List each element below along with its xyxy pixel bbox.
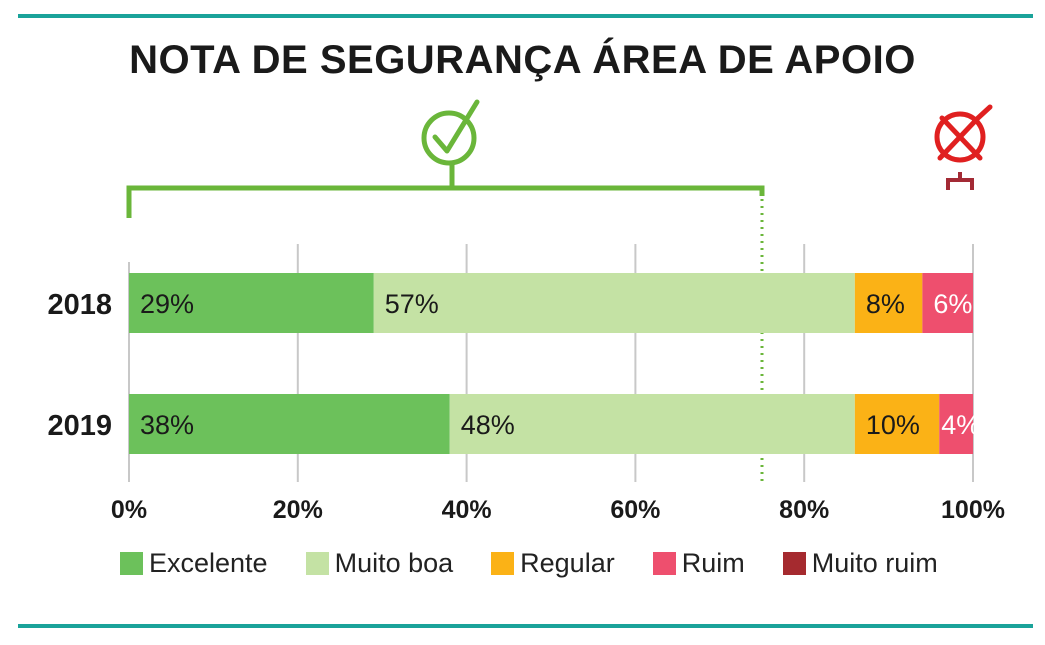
x-tick-label: 0%	[111, 496, 147, 524]
bar-segment	[854, 394, 940, 454]
bar-segment	[939, 394, 973, 454]
x-tick-label: 60%	[610, 496, 660, 524]
data-label: 6%	[933, 289, 972, 319]
reject-bracket	[946, 172, 974, 190]
check-circle-icon	[421, 99, 480, 166]
legend-label: Muito boa	[334, 548, 454, 578]
bar-segment	[129, 394, 450, 454]
data-label: 8%	[866, 289, 905, 319]
chart-title: NOTA DE SEGURANÇA ÁREA DE APOIO	[129, 38, 916, 82]
legend-swatch	[491, 552, 515, 575]
bar-segment	[373, 273, 855, 333]
x-tick-label: 20%	[273, 496, 323, 524]
category-label: 2019	[47, 410, 112, 442]
approval-bracket	[126, 185, 765, 218]
legend-label: Excelente	[149, 548, 268, 578]
data-label: 38%	[140, 410, 194, 440]
bottom-accent-rule	[18, 624, 1033, 628]
cross-circle-ring	[934, 111, 986, 163]
data-label: 10%	[866, 410, 920, 440]
legend-label: Ruim	[681, 548, 745, 578]
cross-circle-icon	[934, 104, 993, 163]
data-label: 48%	[461, 410, 515, 440]
legend-swatch	[652, 552, 676, 575]
category-label: 2018	[47, 289, 112, 321]
bar-segment	[922, 273, 973, 333]
data-label: 29%	[140, 289, 194, 319]
bar-segment	[449, 394, 855, 454]
legend-label: Muito ruim	[811, 548, 938, 578]
legend-item: Muito boa	[305, 548, 454, 579]
legend-label: Regular	[520, 548, 615, 578]
legend-swatch	[120, 552, 143, 575]
x-tick-label: 80%	[779, 496, 829, 524]
legend-item: Ruim	[652, 548, 745, 579]
x-tick-label: 40%	[442, 496, 492, 524]
legend-swatch	[305, 552, 329, 575]
chart-legend: Excelente Muito boa Regular Ruim Muito ruim	[120, 548, 976, 579]
check-circle-ring	[421, 110, 477, 166]
top-accent-rule	[18, 14, 1033, 18]
legend-item: Excelente	[120, 548, 268, 579]
legend-item: Regular	[491, 548, 615, 579]
bar-segment	[854, 273, 923, 333]
legend-item: Muito ruim	[782, 548, 938, 579]
legend-swatch	[782, 552, 806, 575]
check-mark	[432, 99, 480, 154]
data-label: 4%	[941, 410, 980, 440]
cross-mark	[937, 104, 993, 161]
bar-segment	[129, 273, 374, 333]
x-tick-label: 100%	[941, 496, 1005, 524]
data-label: 57%	[385, 289, 439, 319]
